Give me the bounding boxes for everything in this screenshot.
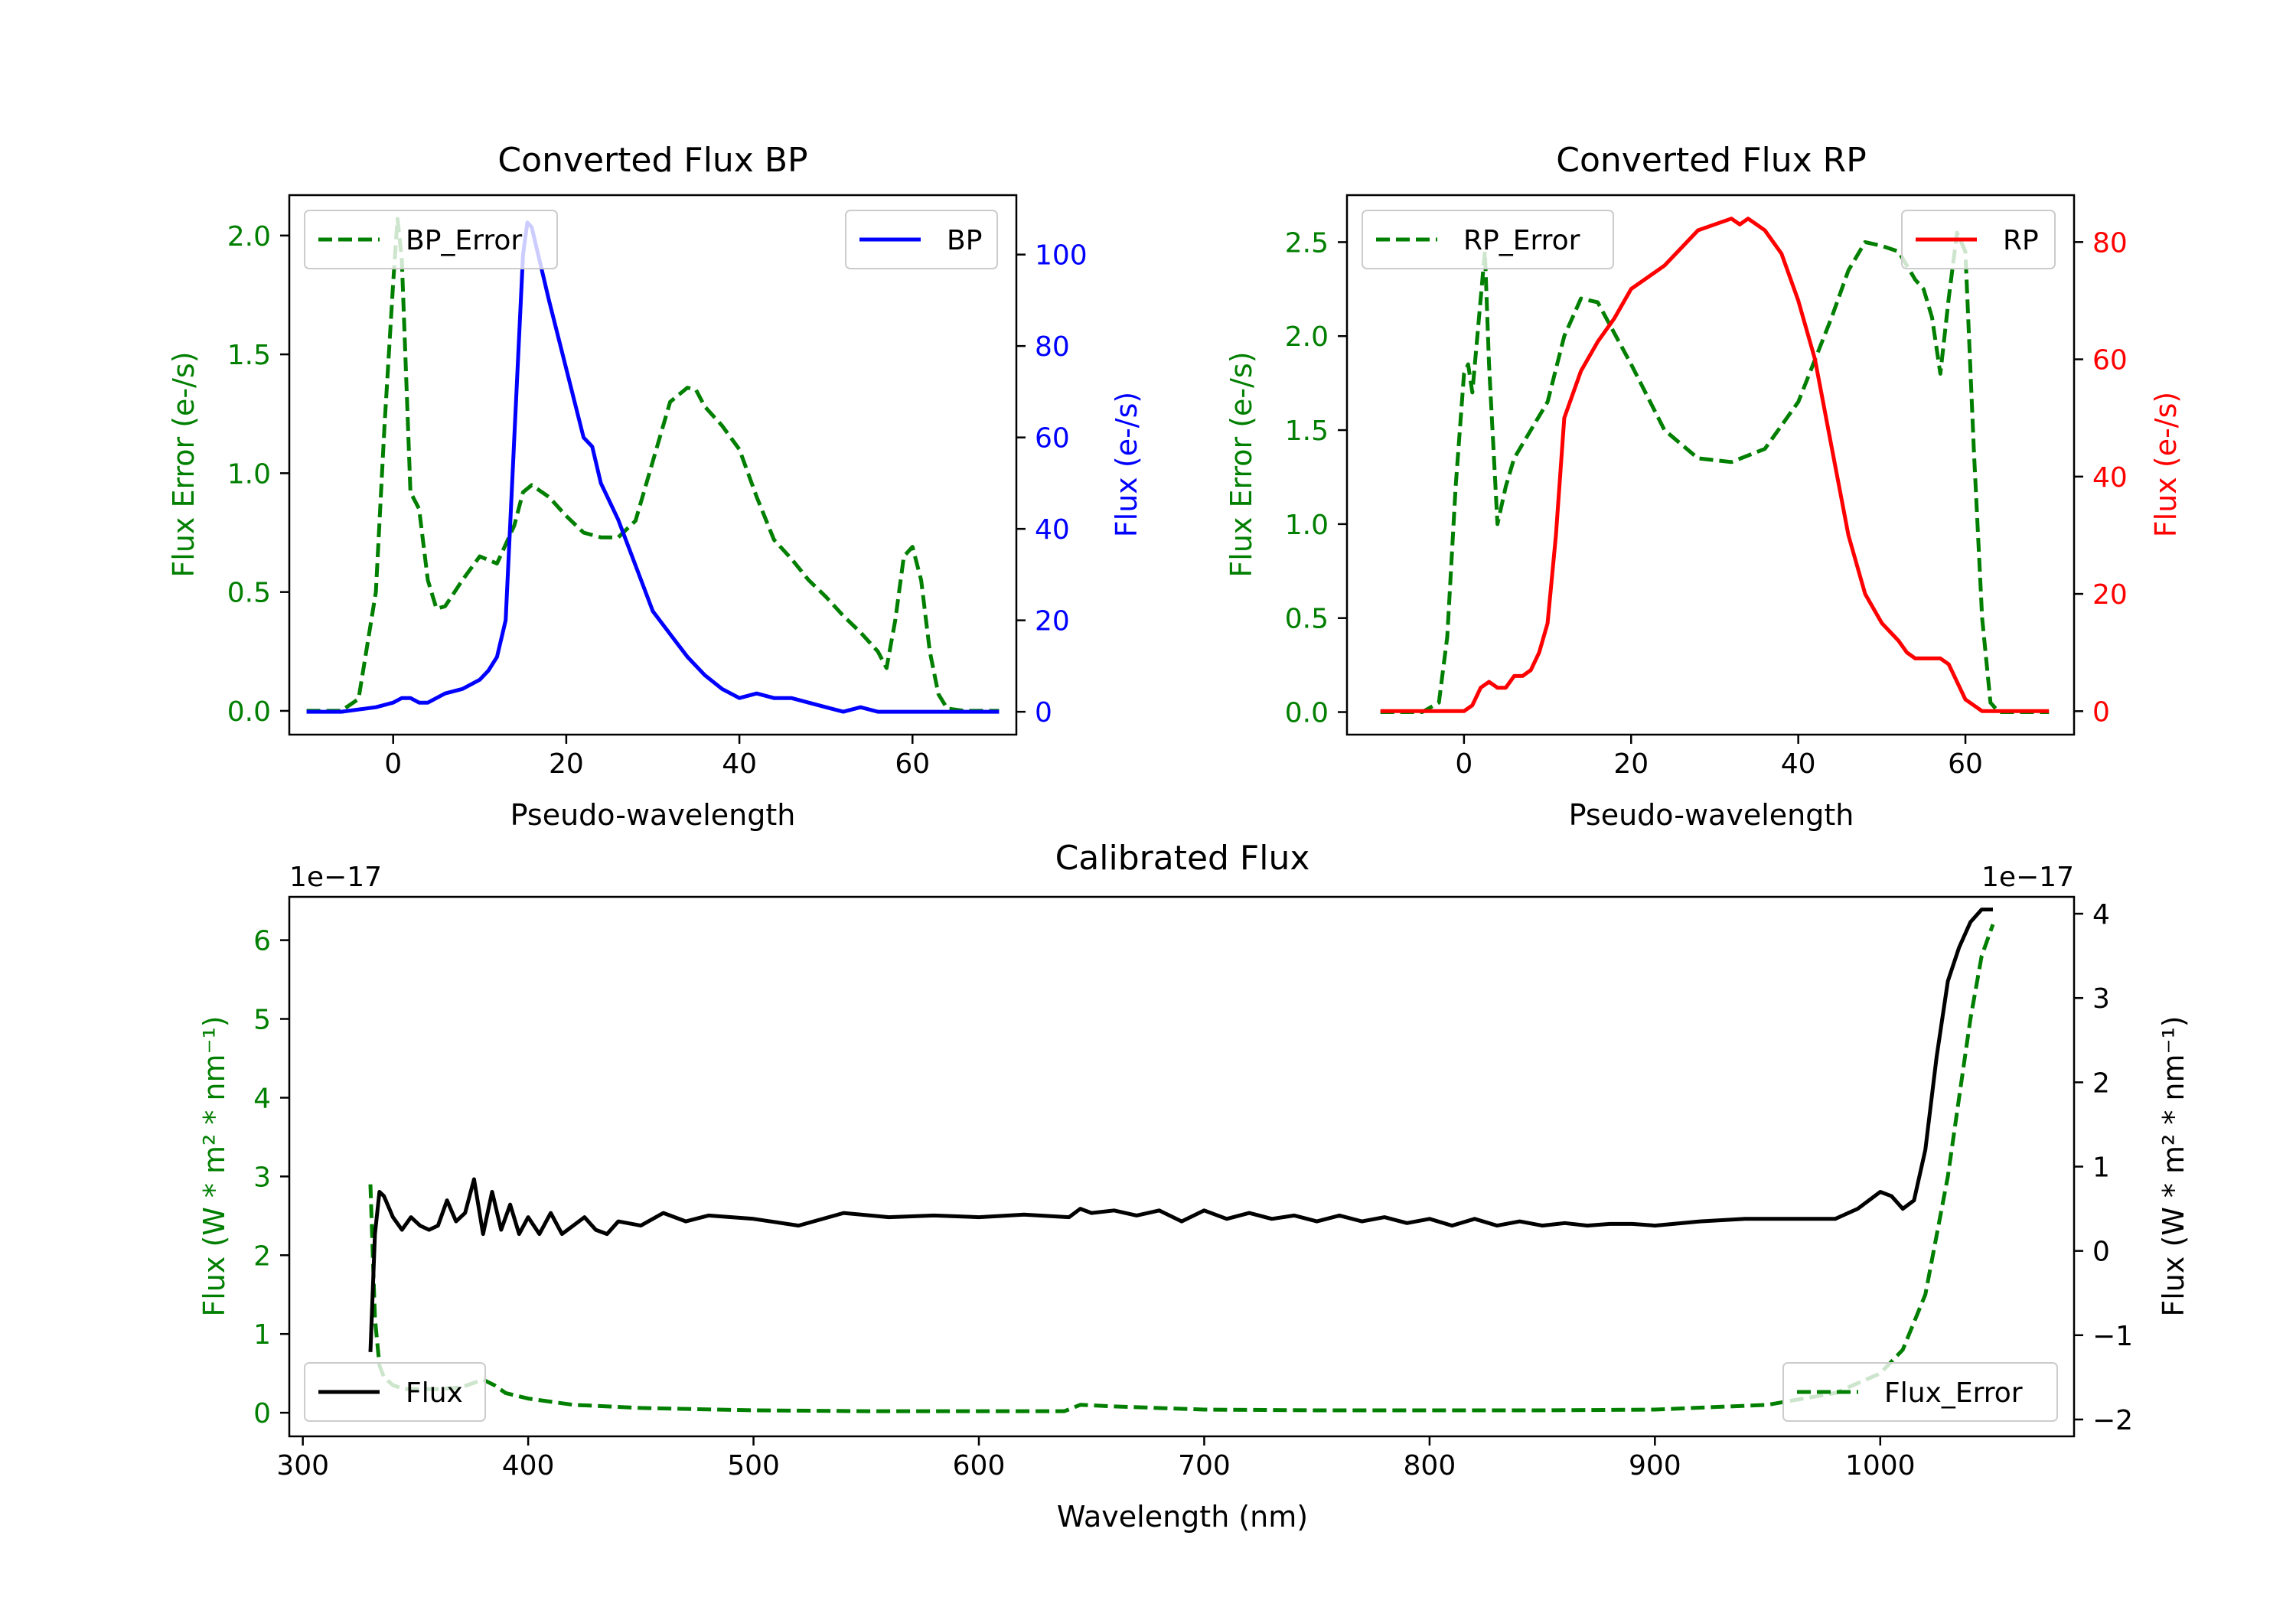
bp-xtick-label: 0 <box>384 748 402 780</box>
rp-ytick-right-label: 20 <box>2092 579 2128 611</box>
calib-xtick-label: 400 <box>502 1450 555 1482</box>
bp-xtick-label: 20 <box>549 748 584 780</box>
bp-ytick-left-label: 1.0 <box>227 458 271 490</box>
calib-ytick-right-label: 3 <box>2092 983 2110 1015</box>
rp-ytick-right-label: 60 <box>2092 345 2128 376</box>
bp-legend-right-label: BP <box>947 225 982 256</box>
rp-legend-right-label: RP <box>2003 225 2039 256</box>
calib-ytick-left-label: 0 <box>253 1398 271 1429</box>
calib-xtick-label: 1000 <box>1845 1450 1916 1482</box>
bp-series-group <box>306 217 1000 714</box>
bp-ytick-right-label: 20 <box>1035 606 1070 637</box>
calib-ytick-left-label: 2 <box>253 1240 271 1272</box>
calib-xtick-label: 700 <box>1178 1450 1231 1482</box>
calib-ytick-right-label: 4 <box>2092 899 2110 931</box>
rp-ytick-left-label: 1.0 <box>1285 510 1329 541</box>
bp-ytick-right-label: 40 <box>1035 514 1070 546</box>
calib-offset-left: 1e−17 <box>289 862 382 893</box>
calib-ytick-right-label: −1 <box>2092 1321 2133 1352</box>
bp-legend-right: BP <box>845 210 998 269</box>
bp-ylabel-left: Flux Error (e-/s) <box>167 351 201 577</box>
rp-xlabel: Pseudo-wavelength <box>1569 798 1854 832</box>
rp-ytick-left-label: 0.0 <box>1285 698 1329 729</box>
rp-ytick-right-label: 40 <box>2092 462 2128 494</box>
bp-xlabel: Pseudo-wavelength <box>510 798 796 832</box>
rp-ytick-left-label: 2.0 <box>1285 321 1329 353</box>
rp-series-rp <box>1380 217 2050 713</box>
rp-ytick-left-label: 1.5 <box>1285 416 1329 447</box>
rp-xtick-label: 60 <box>1948 748 1983 780</box>
calib-ytick-right-label: 1 <box>2092 1152 2110 1184</box>
rp-xtick-label: 0 <box>1455 748 1473 780</box>
calib-ytick-right-label: 2 <box>2092 1068 2110 1099</box>
rp-axes-frame <box>1345 194 2076 736</box>
rp-ytick-left-label: 2.5 <box>1285 227 1329 259</box>
rp-legend-left-label: RP_Error <box>1463 225 1580 256</box>
calib-offset-right: 1e−17 <box>1981 862 2074 893</box>
calib-legend-left: Flux <box>304 1362 486 1422</box>
calib-ytick-right-label: −2 <box>2092 1405 2133 1436</box>
bp-ytick-left-label: 2.0 <box>227 221 271 253</box>
calib-ytick-left-label: 5 <box>253 1005 271 1036</box>
bp-legend-left-box <box>304 210 558 269</box>
calib-ytick-left-label: 6 <box>253 926 271 957</box>
bp-ytick-right-label: 0 <box>1035 697 1052 729</box>
bp-legend-left: BP_Error <box>304 210 558 269</box>
rp-ylabel-left: Flux Error (e-/s) <box>1225 351 1258 577</box>
calib-xtick-label: 300 <box>276 1450 329 1482</box>
rp-legend-left: RP_Error <box>1362 210 1614 269</box>
calib-ytick-right-label: 0 <box>2092 1237 2110 1268</box>
bp-ytick-left-label: 0.0 <box>227 696 271 728</box>
bp-ylabel-right: Flux (e-/s) <box>1110 392 1143 537</box>
rp-ytick-right-label: 80 <box>2092 227 2128 259</box>
calib-series-flux <box>368 908 1993 1352</box>
calib-legend-right-box <box>1782 1362 2058 1422</box>
rp-xtick-label: 20 <box>1613 748 1649 780</box>
rp-legend-left-box <box>1362 210 1614 269</box>
calib-legend-left-label: Flux <box>406 1377 463 1409</box>
rp-legend-right: RP <box>1901 210 2056 269</box>
calib-ylabel-right: Flux (W * m² * nm⁻¹) <box>2157 1015 2190 1316</box>
bp-legend-left-label: BP_Error <box>406 225 522 256</box>
calib-ytick-left-label: 4 <box>253 1083 271 1114</box>
rp-ytick-right-label: 0 <box>2092 696 2110 728</box>
calib-xtick-label: 900 <box>1629 1450 1681 1482</box>
calib-legend-right: Flux_Error <box>1782 1362 2058 1422</box>
rp-legend-right-box <box>1901 210 2056 269</box>
bp-axes-frame <box>288 194 1018 736</box>
bp-title: Converted Flux BP <box>497 141 807 180</box>
calib-title: Calibrated Flux <box>1055 839 1310 878</box>
calib-legend-left-box <box>304 1362 486 1422</box>
calib-ylabel-left: Flux (W * m² * nm⁻¹) <box>197 1015 231 1316</box>
bp-ticks: 0 20 40 60 0.0 0.5 1.0 1.5 2.0 0 20 40 60 80 100 <box>227 221 1088 780</box>
rp-chart: Converted Flux RP 0 20 40 60 0.0 0.5 1.0 1.5 2.0… <box>1225 141 2183 832</box>
bp-ytick-right-label: 80 <box>1035 331 1070 363</box>
calib-xtick-label: 800 <box>1404 1450 1456 1482</box>
calib-ytick-left-label: 3 <box>253 1162 271 1193</box>
bp-ytick-right-label: 60 <box>1035 423 1070 455</box>
bp-xtick-label: 40 <box>722 748 757 780</box>
bp-xtick-label: 60 <box>895 748 930 780</box>
calib-xlabel: Wavelength (nm) <box>1057 1500 1308 1534</box>
calib-xtick-label: 500 <box>727 1450 780 1482</box>
bp-series-bp-error <box>306 217 1000 713</box>
rp-ylabel-right: Flux (e-/s) <box>2149 392 2183 537</box>
calib-xtick-label: 600 <box>953 1450 1006 1482</box>
calib-chart: Calibrated Flux 1e−17 1e−17 300 400 500 600… <box>197 839 2190 1534</box>
rp-title: Converted Flux RP <box>1556 141 1867 180</box>
calib-ticks: 300 400 500 600 700 800 900 1000 0 1 2 3 4 5 6 −2 −1 0 1 2 3… <box>253 899 2133 1482</box>
bp-ytick-left-label: 1.5 <box>227 340 271 371</box>
rp-ytick-left-label: 0.5 <box>1285 604 1329 635</box>
calib-ytick-left-label: 1 <box>253 1319 271 1351</box>
rp-ticks: 0 20 40 60 0.0 0.5 1.0 1.5 2.0 2.5 0 20 40 60 80 <box>1285 227 2128 780</box>
calib-legend-right-label: Flux_Error <box>1884 1377 2023 1409</box>
bp-series-bp <box>306 220 1000 714</box>
bp-ytick-left-label: 0.5 <box>227 578 271 609</box>
rp-xtick-label: 40 <box>1781 748 1816 780</box>
bp-chart: Converted Flux BP 0 20 40 60 0.0 0.5 1.0 1.5 2.0… <box>167 141 1143 832</box>
bp-ytick-right-label: 100 <box>1035 240 1088 272</box>
bp-legend-right-box <box>845 210 998 269</box>
